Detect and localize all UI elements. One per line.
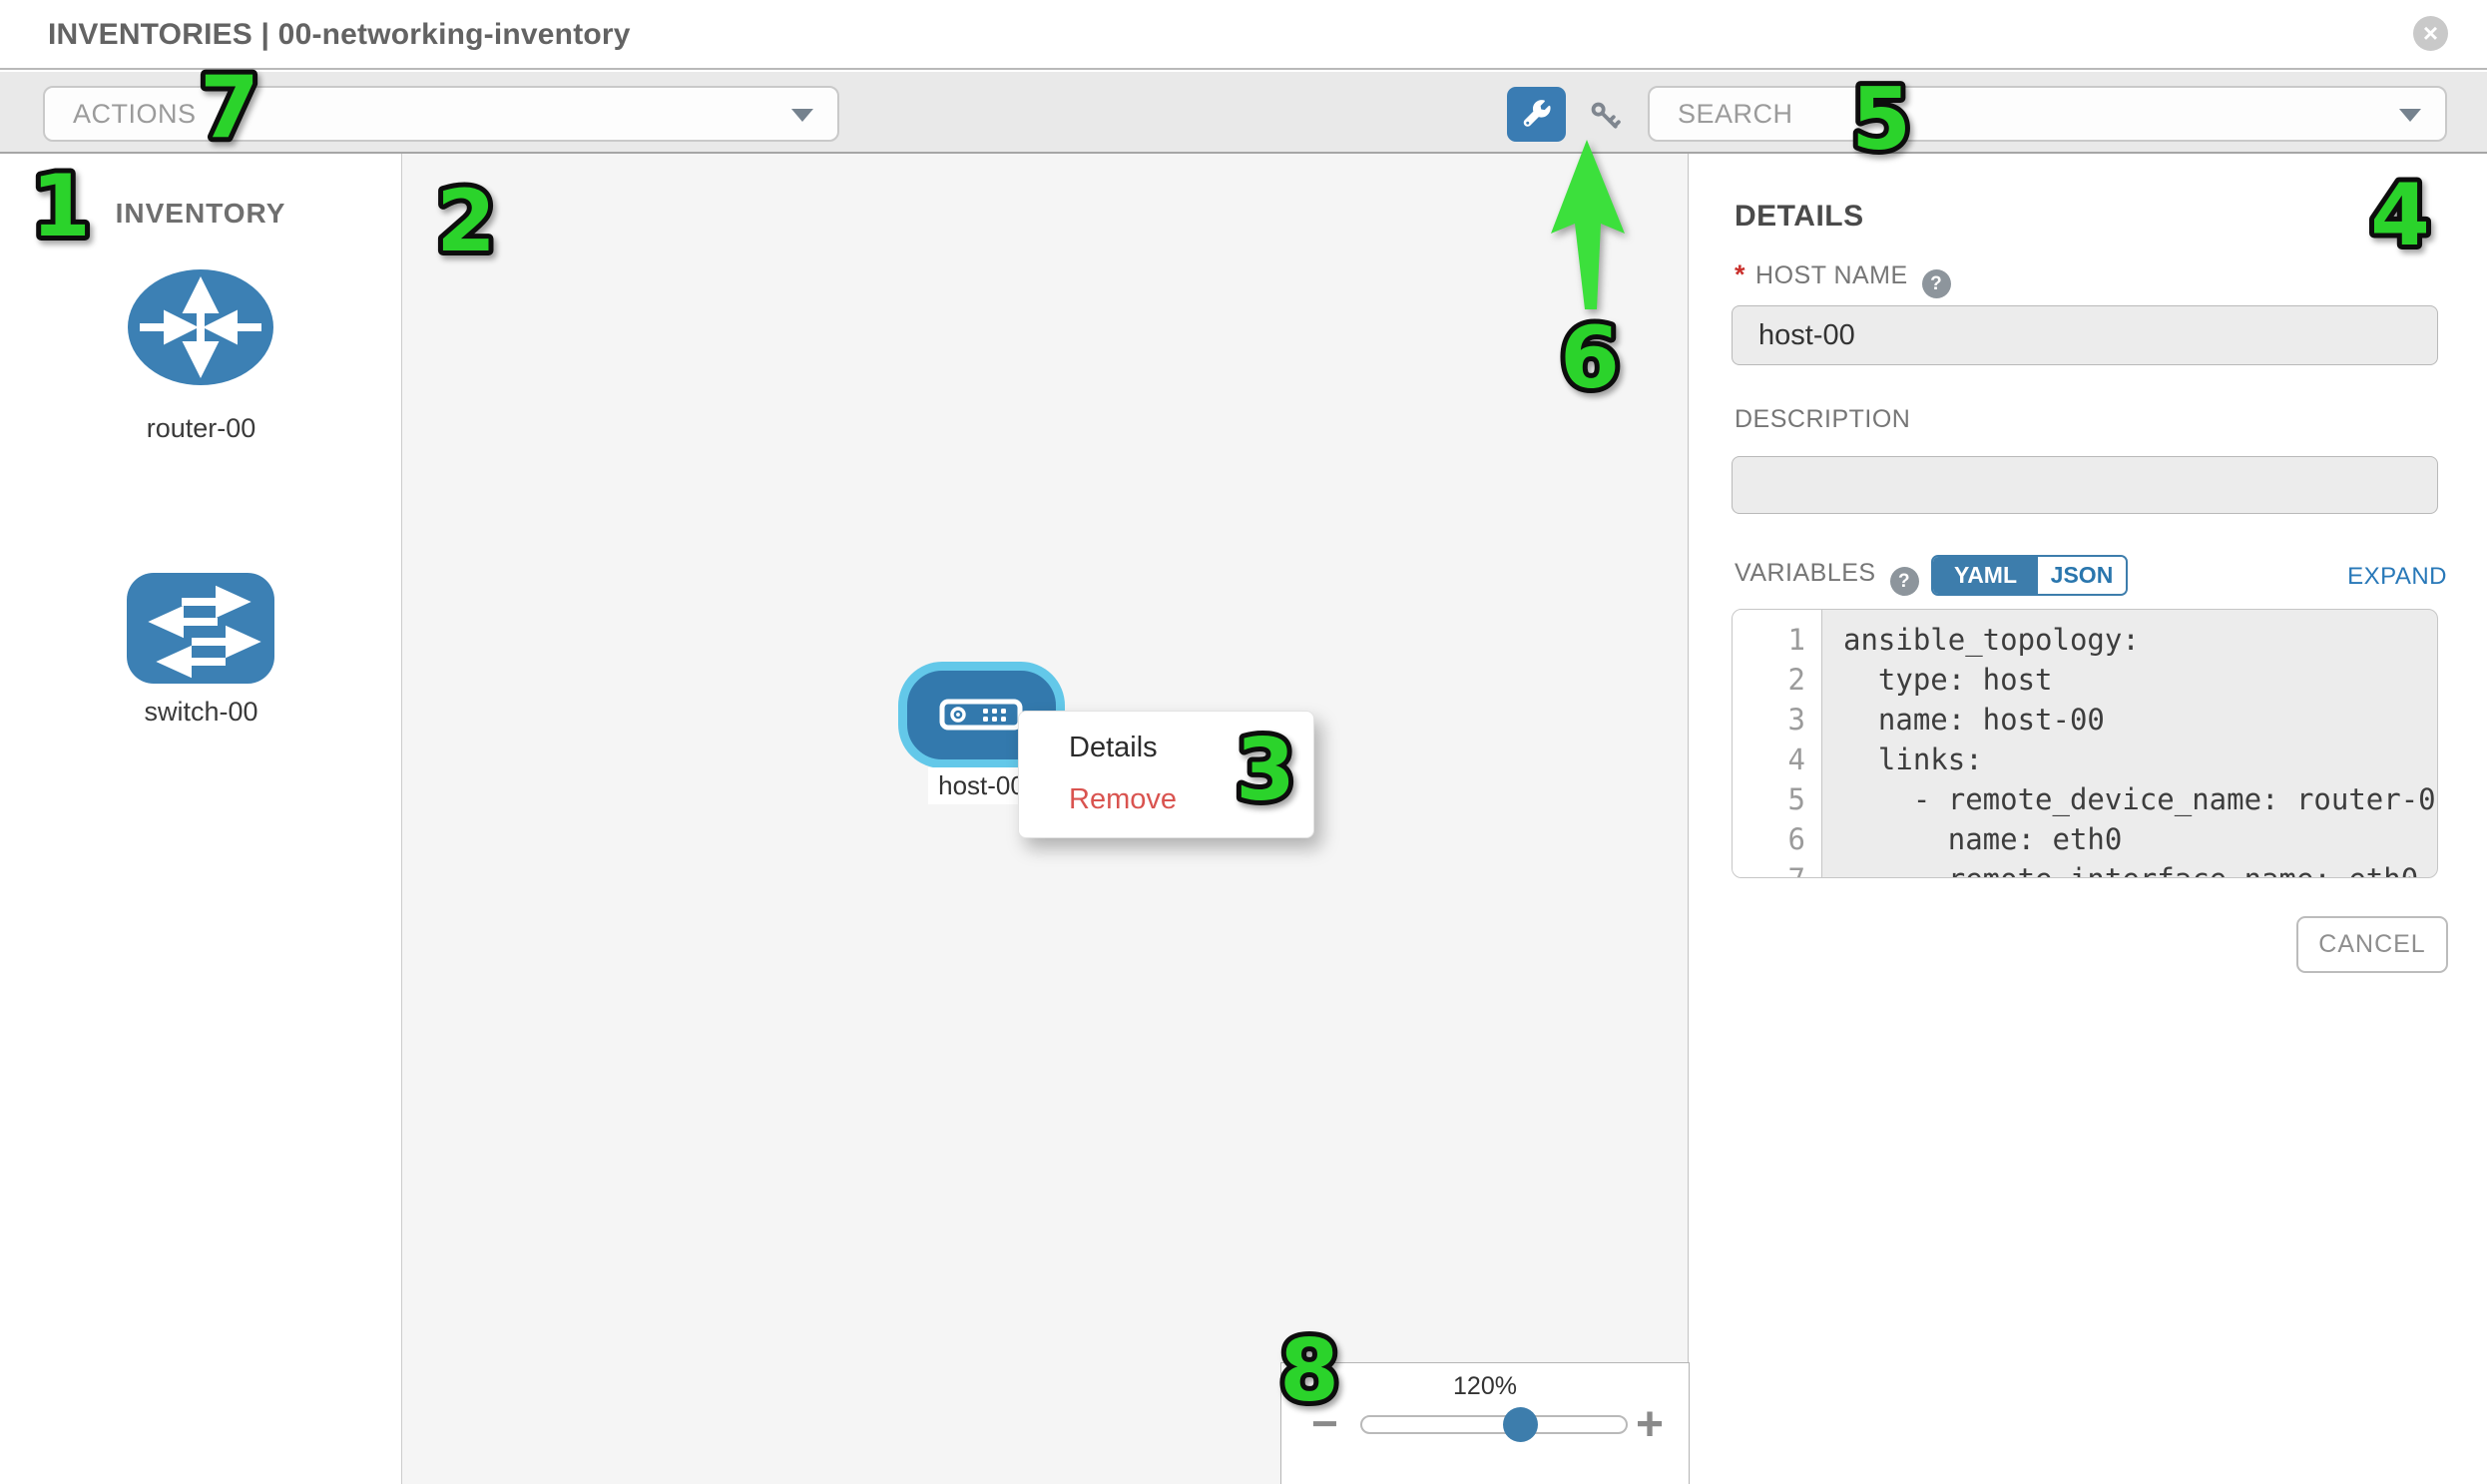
chevron-down-icon [791, 109, 813, 122]
zoom-in-button[interactable]: + [1636, 1398, 1665, 1451]
variables-label: VARIABLES [1735, 559, 1876, 587]
variables-label-row: VARIABLES? [1735, 559, 1919, 596]
context-menu: Details Remove [1018, 711, 1314, 838]
variables-format-toggle: YAML JSON [1931, 555, 2128, 596]
description-label: DESCRIPTION [1735, 405, 1911, 433]
switch-device-label: switch-00 [144, 697, 258, 727]
host-node-label: host-00 [898, 767, 1065, 804]
required-marker: * [1735, 259, 1746, 289]
line-number: 7 [1733, 859, 1821, 877]
zoom-control-panel: 120% − + [1280, 1362, 1690, 1484]
zoom-out-button[interactable]: − [1311, 1397, 1338, 1449]
switch-device-icon[interactable] [126, 572, 275, 685]
code-line: name: eth0 [1843, 822, 2123, 856]
code-editor-content: ansible_topology: type: host name: host-… [1823, 610, 2438, 877]
tab-yaml[interactable]: YAML [1933, 557, 2038, 594]
zoom-slider-knob[interactable] [1503, 1407, 1538, 1442]
zoom-level-label: 120% [1453, 1372, 1517, 1400]
line-number: 5 [1787, 782, 1805, 816]
page-title: INVENTORIES | 00-networking-inventory [48, 18, 631, 51]
tab-json[interactable]: JSON [2038, 557, 2126, 594]
code-line: ansible_topology: [1843, 623, 2140, 657]
key-button[interactable] [1586, 98, 1626, 136]
search-dropdown[interactable]: SEARCH [1648, 86, 2447, 142]
page-header: INVENTORIES | 00-networking-inventory × [0, 0, 2487, 70]
close-icon: × [2422, 18, 2439, 48]
zoom-slider-track[interactable] [1360, 1415, 1628, 1434]
code-line: name: host-00 [1843, 703, 2105, 737]
close-button[interactable]: × [2413, 16, 2448, 51]
line-number: 4 [1787, 742, 1805, 776]
actions-dropdown-label: ACTIONS [73, 99, 197, 129]
help-icon[interactable]: ? [1889, 567, 1919, 596]
key-icon [1591, 102, 1621, 129]
tools-button[interactable] [1507, 87, 1566, 142]
actions-dropdown[interactable]: ACTIONS [43, 86, 839, 142]
details-panel: DETAILS * HOST NAME? DESCRIPTION VARIABLE… [1690, 154, 2487, 1484]
expand-link[interactable]: EXPAND [2347, 563, 2447, 590]
host-name-input[interactable] [1732, 305, 2438, 365]
menu-item-details[interactable]: Details [1069, 732, 1158, 763]
line-number: 2 [1787, 663, 1805, 697]
router-device-label: router-00 [146, 413, 256, 443]
code-line: links: [1843, 742, 1983, 776]
code-line: type: host [1843, 663, 2053, 697]
search-dropdown-label: SEARCH [1678, 99, 1793, 129]
line-number: 6 [1787, 822, 1805, 856]
host-icon [939, 699, 1023, 731]
inventory-sidebar-title: INVENTORY [115, 198, 286, 229]
router-device-icon[interactable] [126, 267, 275, 387]
description-input[interactable] [1732, 456, 2438, 514]
variables-code-editor[interactable]: 1 2 3 4 5 6 7 ansible_topology: type: ho… [1732, 609, 2438, 878]
line-number: 3 [1787, 703, 1805, 737]
inventory-sidebar: INVENTORY router-00 switch-00 [0, 154, 402, 1484]
cancel-button[interactable]: CANCEL [2296, 916, 2448, 973]
toolbar: ACTIONS SEARCH [0, 72, 2487, 154]
line-number: 1 [1787, 623, 1805, 657]
details-panel-title: DETAILS [1735, 200, 1864, 233]
chevron-down-icon [2399, 109, 2421, 122]
menu-item-remove[interactable]: Remove [1069, 783, 1177, 815]
host-name-label: HOST NAME [1755, 261, 1908, 289]
wrench-icon [1523, 100, 1551, 127]
code-line: - remote_device_name: router-00 [1843, 782, 2438, 816]
code-line: remote_interface_name: eth0 [1823, 859, 2437, 877]
help-icon[interactable]: ? [1921, 269, 1951, 298]
topology-canvas[interactable]: host-00 Details Remove 120% − + [402, 154, 1690, 1484]
host-name-label-row: * HOST NAME? [1735, 259, 1951, 298]
code-editor-gutter: 1 2 3 4 5 6 7 [1733, 610, 1822, 877]
